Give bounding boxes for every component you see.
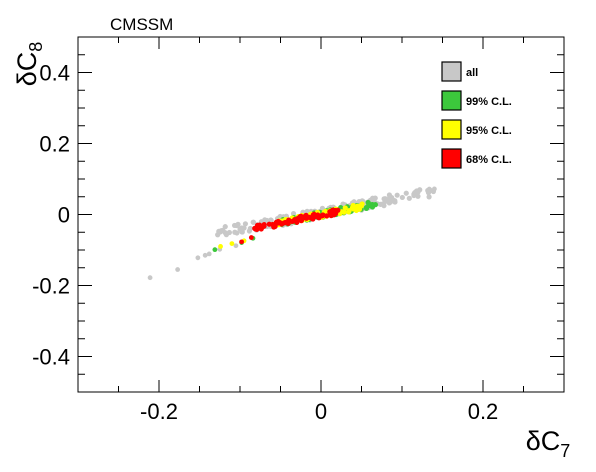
data-point	[369, 201, 375, 208]
data-point	[235, 221, 241, 227]
data-point	[253, 226, 259, 232]
x-axis-label-symbol: δC	[526, 426, 561, 456]
data-point	[223, 232, 229, 238]
data-point	[215, 232, 221, 238]
data-point	[363, 204, 369, 211]
y-axis-label-symbol: δC	[12, 52, 42, 87]
data-point	[335, 207, 341, 213]
data-point	[250, 219, 256, 225]
series-3	[239, 207, 341, 245]
data-point	[239, 239, 245, 245]
data-point	[370, 197, 377, 203]
data-point	[302, 213, 308, 220]
x-tick-label: 0	[315, 399, 327, 424]
legend-label: 68% C.L.	[466, 154, 512, 166]
data-point	[242, 221, 249, 227]
data-point	[365, 199, 371, 206]
data-point	[415, 193, 421, 199]
data-point	[358, 203, 364, 209]
data-point	[212, 247, 218, 253]
data-point	[286, 217, 292, 223]
data-point	[320, 212, 326, 218]
legend-item: all	[441, 61, 478, 82]
y-tick-label: 0.4	[39, 61, 70, 86]
legend-item: 95% C.L.	[441, 119, 512, 140]
y-tick-label: -0.4	[32, 345, 70, 370]
x-axis-label: δC7	[526, 426, 571, 461]
data-point	[342, 205, 348, 211]
data-point	[406, 195, 412, 201]
y-axis-label: δC8	[12, 42, 46, 87]
chart-title: CMSSM	[110, 15, 173, 34]
data-point	[328, 212, 335, 218]
data-point	[351, 204, 357, 210]
data-point	[426, 194, 432, 200]
series-0	[147, 186, 437, 281]
legend: all 99% C.L. 95% C.L. 68% C.L.	[441, 61, 512, 169]
legend-swatch	[441, 90, 462, 111]
data-point	[268, 217, 274, 223]
legend-label: 95% C.L.	[466, 125, 512, 137]
data-point	[233, 243, 239, 249]
data-point	[310, 212, 316, 218]
svg-text:δC8: δC8	[12, 42, 46, 87]
data-point	[266, 221, 272, 227]
data-point	[346, 208, 352, 214]
data-point	[195, 255, 201, 261]
legend-swatch	[441, 61, 462, 82]
data-point	[246, 228, 253, 234]
legend-label: all	[466, 67, 478, 79]
data-point	[239, 229, 245, 235]
data-point	[399, 194, 405, 201]
data-point	[202, 252, 208, 258]
legend-swatch	[441, 148, 462, 169]
scatter-points	[147, 186, 437, 281]
data-point	[147, 275, 153, 281]
x-tick-label: 0.2	[468, 399, 499, 424]
y-tick-label: -0.2	[32, 274, 70, 299]
x-axis-label-subscript: 7	[560, 441, 570, 461]
y-tick-label: 0	[58, 203, 70, 228]
y-axis: -0.4 -0.2 0 0.2 0.4	[32, 36, 564, 393]
legend-item: 99% C.L.	[441, 90, 512, 111]
data-point	[229, 241, 235, 247]
data-point	[298, 216, 304, 222]
legend-label: 99% C.L.	[466, 96, 512, 108]
data-point	[428, 187, 434, 194]
data-point	[241, 225, 247, 231]
data-point	[386, 198, 392, 204]
x-axis: -0.2 0 0.2	[77, 37, 565, 424]
data-point	[315, 212, 321, 218]
y-axis-label-subscript: 8	[26, 42, 46, 52]
data-point	[234, 230, 240, 236]
data-point	[310, 216, 316, 222]
data-point	[304, 208, 310, 214]
data-point	[411, 192, 417, 199]
data-point	[292, 217, 298, 223]
data-point	[382, 198, 388, 205]
data-point	[175, 267, 181, 272]
data-point	[415, 189, 421, 195]
data-point	[277, 220, 283, 226]
x-tick-label: -0.2	[140, 399, 178, 424]
data-point	[220, 227, 226, 233]
data-point	[206, 251, 212, 257]
data-point	[290, 210, 297, 217]
data-point	[271, 224, 277, 230]
data-point	[403, 190, 409, 196]
legend-item: 68% C.L.	[441, 148, 512, 169]
data-point	[218, 244, 223, 249]
data-point	[222, 224, 228, 230]
data-point	[394, 192, 400, 198]
legend-swatch	[441, 119, 462, 140]
data-point	[432, 186, 437, 192]
data-point	[262, 217, 268, 223]
y-tick-label: 0.2	[39, 132, 70, 157]
data-point	[257, 222, 263, 228]
data-point	[248, 235, 254, 240]
